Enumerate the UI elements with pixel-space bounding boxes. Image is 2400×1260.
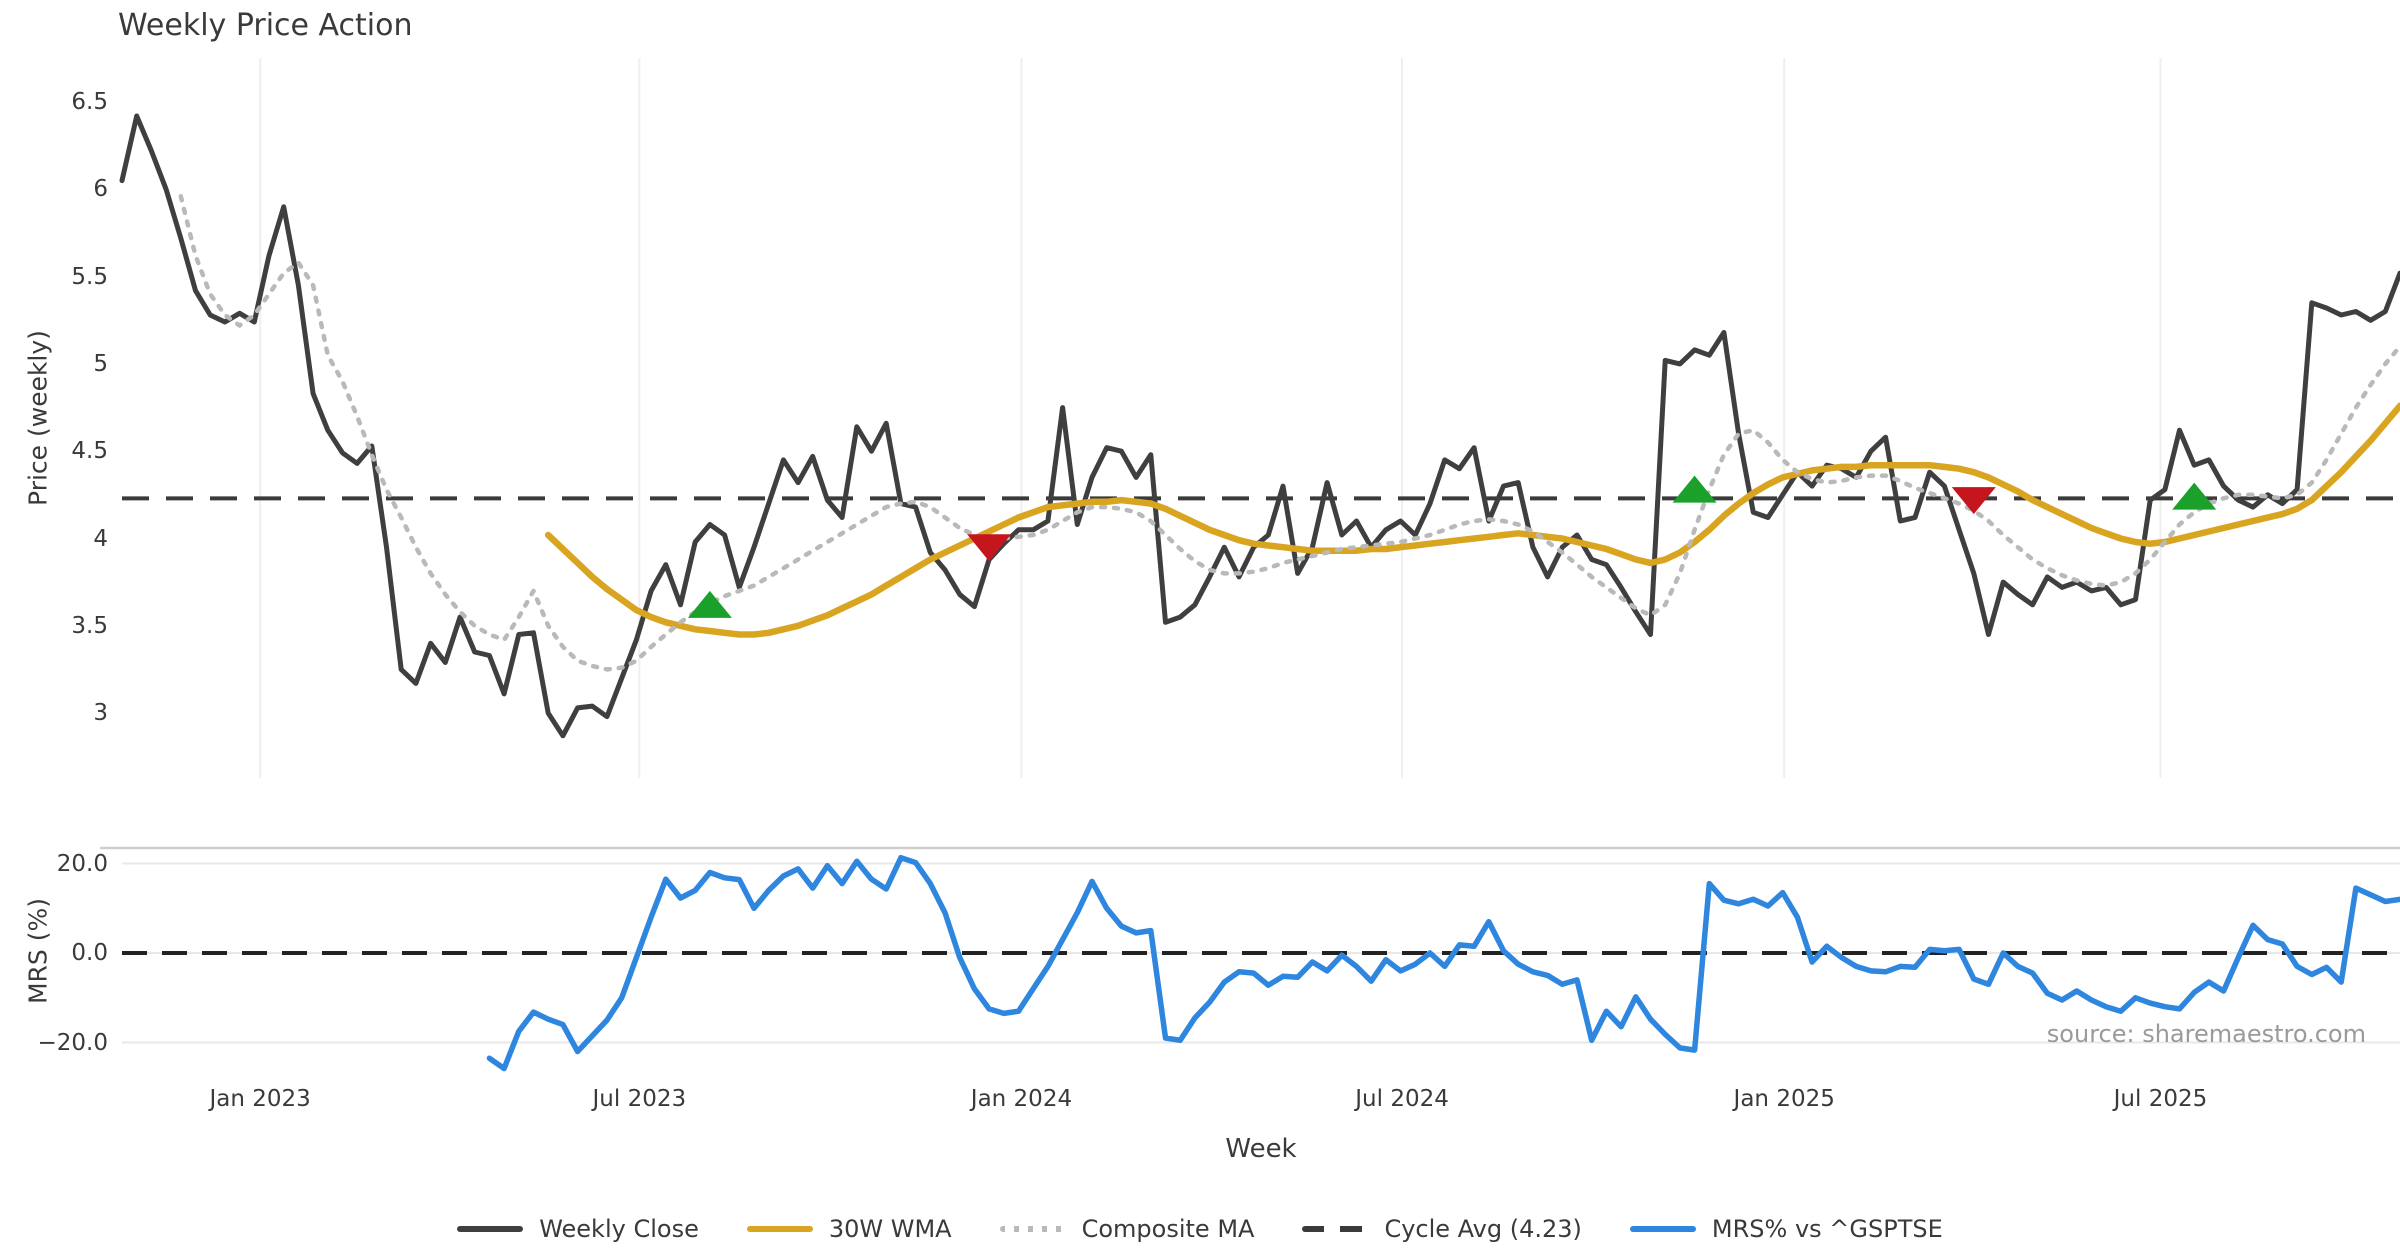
price-tick-label: 6 bbox=[93, 176, 108, 203]
legend-swatch-dotted-icon bbox=[999, 1226, 1066, 1232]
source-credit: source: sharemaestro.com bbox=[2046, 1020, 2366, 1048]
legend-item: Composite MA bbox=[999, 1215, 1255, 1243]
legend-label: MRS% vs ^GSPTSE bbox=[1711, 1215, 1943, 1243]
price-axis-label: Price (weekly) bbox=[23, 330, 53, 506]
legend-label: Cycle Avg (4.23) bbox=[1384, 1215, 1582, 1243]
price-tick-label: 3 bbox=[93, 700, 108, 727]
series-composite-ma bbox=[178, 194, 2400, 672]
sell-marker-icon bbox=[1951, 487, 1996, 515]
legend: Weekly Close 30W WMA Composite MA Cycle Avg… bbox=[0, 1198, 2400, 1260]
legend-swatch-dashed-icon bbox=[1302, 1226, 1369, 1232]
mrs-axis-label: MRS (%) bbox=[23, 897, 53, 1005]
price-tick-label: 4 bbox=[93, 525, 108, 552]
x-tick-label: Jan 2024 bbox=[970, 1086, 1073, 1112]
legend-label: 30W WMA bbox=[828, 1215, 952, 1243]
legend-item: 30W WMA bbox=[746, 1215, 952, 1243]
legend-item: MRS% vs ^GSPTSE bbox=[1629, 1215, 1943, 1243]
legend-label: Weekly Close bbox=[539, 1215, 699, 1243]
price-tick-label: 6.5 bbox=[71, 89, 108, 115]
x-axis-label: Week bbox=[1225, 1134, 1297, 1164]
mrs-tick-label: −20.0 bbox=[37, 1029, 108, 1056]
legend-label: Composite MA bbox=[1081, 1215, 1255, 1243]
x-tick-label: Jan 2023 bbox=[209, 1086, 311, 1112]
series-weekly-close bbox=[119, 113, 2400, 739]
mrs-tick-label: 20.0 bbox=[56, 850, 108, 877]
buy-marker-icon bbox=[687, 590, 732, 618]
x-tick-label: Jul 2024 bbox=[1355, 1086, 1449, 1112]
buy-marker-icon bbox=[1672, 475, 1717, 503]
price-tick-label: 3.5 bbox=[71, 612, 108, 639]
legend-swatch-solid-icon bbox=[746, 1226, 813, 1232]
legend-swatch-solid-icon bbox=[1629, 1226, 1696, 1232]
price-tick-label: 5.5 bbox=[71, 263, 108, 290]
legend-swatch-solid-icon bbox=[457, 1226, 524, 1232]
legend-item: Cycle Avg (4.23) bbox=[1302, 1215, 1582, 1243]
chart-title: Weekly Price Action bbox=[118, 8, 413, 43]
x-tick-label: Jul 2025 bbox=[2113, 1086, 2208, 1112]
mrs-tick-label: 0.0 bbox=[71, 940, 108, 966]
series-mrs-vs-gsptse bbox=[486, 854, 2400, 1072]
x-tick-label: Jan 2025 bbox=[1733, 1086, 1835, 1112]
price-tick-label: 5 bbox=[93, 350, 108, 377]
buy-marker-icon bbox=[2172, 482, 2217, 510]
series-30w-wma bbox=[544, 402, 2400, 638]
sell-marker-icon bbox=[967, 534, 1012, 562]
x-tick-label: Jul 2023 bbox=[592, 1086, 687, 1112]
price-tick-label: 4.5 bbox=[71, 438, 108, 465]
legend-item: Weekly Close bbox=[457, 1215, 699, 1243]
